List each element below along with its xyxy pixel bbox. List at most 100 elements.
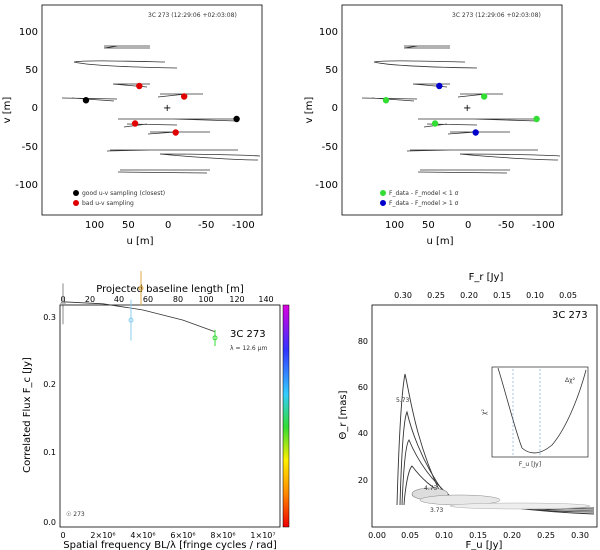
y-tick-label: -50	[322, 142, 338, 153]
x-axis-label: u [m]	[126, 236, 153, 247]
uv-point	[180, 93, 188, 100]
inset-label: Δχ²	[565, 377, 576, 384]
x-tick-label: 50	[422, 220, 435, 231]
x-axis-label: u [m]	[426, 236, 453, 247]
x-tick-label: 0.10	[435, 531, 453, 540]
x-tick-label: -50	[498, 220, 514, 231]
contour-label: 4.73	[424, 485, 438, 492]
y-tick-label: 80	[358, 337, 368, 346]
x-tick-label: 0.30	[571, 531, 589, 540]
top-tick-label: 0.20	[460, 291, 478, 300]
x-ticks: 100 50 0 -50 -100	[85, 220, 255, 231]
flux-point	[138, 285, 144, 291]
inset-plot: Δχ² F_u [Jy] χ²	[481, 366, 589, 468]
x-tick-label: 6×10⁶	[170, 531, 195, 540]
top-ticks: 0.30 0.25 0.20 0.15 0.10 0.05	[394, 291, 577, 300]
legend-label: good u-v sampling (closest)	[82, 190, 165, 197]
inset-y-label: χ²	[481, 408, 488, 414]
x-tick-label: 4×10⁶	[130, 531, 155, 540]
y-tick-label: 0.1	[43, 448, 56, 457]
x-tick-label: 1×10⁷	[250, 531, 275, 540]
uv-plot-flux: 3C 273 (12:29:06 +02:03:08) + 100 50 0 -…	[304, 4, 563, 247]
flux-point	[60, 301, 66, 307]
x-tick-label: 100	[385, 220, 404, 231]
correlated-flux-plot: Projected baseline length [m] 0 20 40 60…	[22, 271, 290, 550]
x-ticks: 100 50 0 -50 -100	[385, 220, 555, 231]
legend: good u-v sampling (closest) bad u-v samp…	[73, 190, 165, 207]
top-tick-label: 0.30	[394, 291, 412, 300]
y-axis-label: Θ_r [mas]	[338, 390, 349, 439]
y-ticks: 0.3 0.2 0.1 0.0	[43, 313, 56, 527]
panel-header: 3C 273 (12:29:06 +02:03:08)	[148, 12, 237, 19]
x-tick-label: 0	[60, 531, 65, 540]
legend: F_data - F_model < 1 σ F_data - F_model …	[380, 190, 459, 207]
y-ticks: 80 60 40 20	[358, 337, 368, 485]
top-axis-label: Projected baseline length [m]	[96, 284, 244, 295]
source-label: 3C 273	[552, 310, 588, 321]
flux-point	[128, 317, 134, 323]
model-curve	[62, 301, 216, 333]
uv-point	[533, 115, 540, 123]
top-tick-label: 20	[85, 295, 95, 304]
y-tick-label: 20	[358, 476, 368, 485]
wavelength-label: λ = 12.6 μm	[230, 345, 267, 352]
contour-label: 5.73	[396, 397, 410, 404]
origin-marker: +	[163, 103, 171, 114]
uv-point	[472, 129, 479, 136]
top-axis-label: F_r [Jy]	[469, 272, 504, 283]
y-tick-label: -100	[315, 180, 338, 191]
y-tick-label: 0.0	[43, 518, 56, 527]
uv-point	[82, 97, 90, 104]
top-tick-label: 100	[198, 295, 213, 304]
x-tick-label: 0.15	[469, 531, 487, 540]
legend-marker	[380, 190, 386, 196]
uv-points	[82, 82, 240, 136]
y-tick-label: 0.2	[43, 380, 56, 389]
legend-label: F_data - F_model > 1 σ	[389, 200, 459, 207]
small-legend: ☉ 273	[66, 511, 85, 518]
top-tick-label: 0.05	[559, 291, 577, 300]
legend-marker	[73, 200, 79, 206]
plot-frame	[371, 304, 598, 528]
x-axis-label: Spatial frequency BL/λ [fringe cycles / …	[63, 540, 277, 550]
y-tick-label: 100	[319, 27, 338, 38]
x-axis-label: F_u [Jy]	[466, 540, 503, 550]
y-axis-label: v [m]	[304, 97, 315, 124]
x-tick-label: 100	[85, 220, 104, 231]
uv-point	[480, 93, 488, 100]
legend-label: bad u-v sampling	[82, 200, 134, 207]
x-tick-label: -50	[198, 220, 214, 231]
plot-frame	[341, 4, 563, 216]
colorbar	[282, 304, 290, 528]
x-tick-label: 0.20	[503, 531, 521, 540]
y-axis-label: Correlated Flux F_c [Jy]	[22, 357, 33, 473]
y-tick-label: 50	[325, 65, 338, 76]
uv-point	[431, 120, 439, 127]
flux-point	[212, 335, 218, 341]
origin-marker: +	[463, 103, 471, 114]
x-ticks: 0.00 0.05 0.10 0.15 0.20 0.25 0.30	[368, 531, 589, 540]
top-ticks: 0 20 40 60 80 100 120 140	[60, 295, 273, 304]
uv-points	[382, 82, 540, 136]
y-tick-label: 0	[332, 103, 338, 114]
y-ticks: 100 50 0 -50 -100	[315, 27, 338, 191]
plot-frame	[41, 4, 263, 216]
y-tick-label: 40	[358, 429, 368, 438]
x-tick-label: 0.05	[401, 531, 419, 540]
top-tick-label: 0.15	[493, 291, 511, 300]
panel-header: 3C 273 (12:29:06 +02:03:08)	[452, 12, 541, 19]
y-tick-label: 100	[19, 27, 38, 38]
y-tick-label: 60	[358, 383, 368, 392]
x-tick-label: 8×10⁶	[210, 531, 235, 540]
y-axis-label: v [m]	[2, 97, 13, 124]
legend-marker	[380, 200, 386, 206]
x-tick-label: 0	[465, 220, 471, 231]
top-tick-label: 0.25	[427, 291, 445, 300]
x-tick-label: -100	[232, 220, 255, 231]
uv-point	[136, 82, 143, 90]
x-tick-label: 0.00	[368, 531, 386, 540]
contours: 5.73 4.73 3.73	[396, 373, 595, 515]
flux-points	[60, 271, 218, 347]
source-label: 3C 273	[230, 329, 266, 340]
